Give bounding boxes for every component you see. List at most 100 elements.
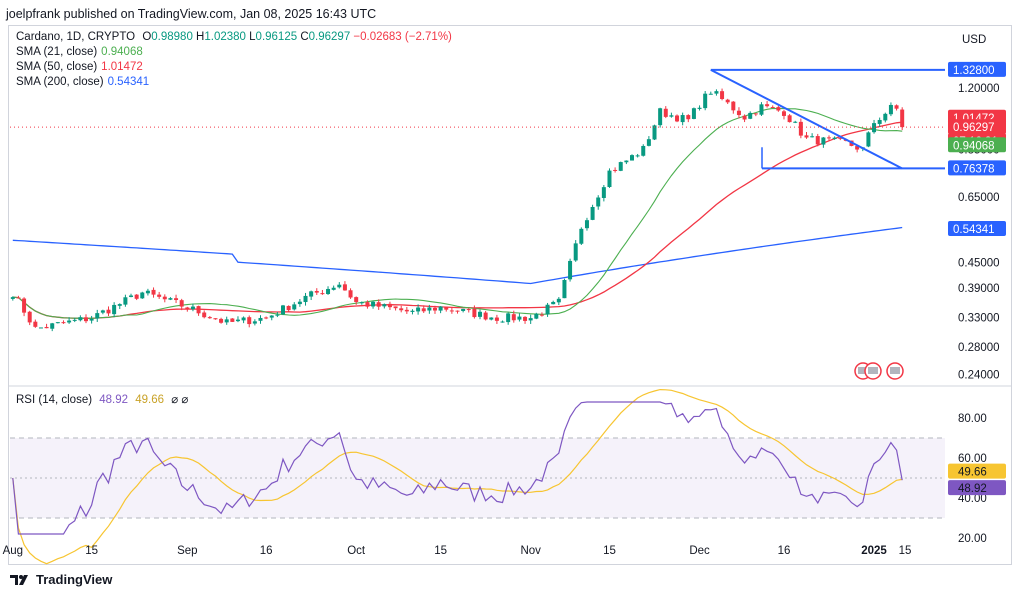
candle-down (753, 113, 758, 115)
candle-down (776, 107, 781, 111)
candle-down (894, 105, 899, 109)
candle-up (579, 228, 584, 244)
candle-down (444, 306, 449, 310)
candle-down (264, 317, 269, 319)
candle-up (691, 108, 696, 119)
time-tick-label: Oct (347, 545, 366, 557)
candle-up (534, 313, 539, 319)
candle-up (78, 317, 83, 321)
candle-up (123, 297, 128, 305)
candle-down (387, 303, 392, 308)
sma50-line (12, 121, 903, 319)
candle-down (157, 294, 162, 297)
price-tick-label: 0.39000 (958, 283, 1000, 295)
candle-up (528, 318, 533, 321)
candle-down (539, 314, 544, 316)
candle-down (523, 316, 528, 321)
candle-down (44, 326, 49, 329)
candle-down (33, 321, 38, 327)
candle-up (478, 311, 483, 317)
price-tick-label: 0.24000 (958, 369, 1000, 381)
candle-up (235, 319, 240, 322)
candle-up (810, 136, 815, 138)
candle-up (190, 306, 195, 310)
sma50-legend[interactable]: SMA (50, close) 1.01472 (16, 61, 143, 73)
candle-up (545, 304, 550, 315)
rsi-ma-line (12, 388, 903, 565)
candle-up (866, 132, 871, 147)
candle-up (281, 305, 286, 315)
candle-down (511, 314, 516, 321)
candle-up (877, 119, 882, 124)
candle-down (432, 307, 437, 311)
candle-down (731, 101, 736, 111)
tradingview-logo-icon (10, 574, 28, 585)
tradingview-footer: TradingView (10, 572, 112, 587)
rsi-tag-bg (948, 480, 1006, 496)
price-tag-bg (948, 160, 1006, 176)
candle-up (793, 121, 798, 123)
candle-up (703, 93, 708, 109)
candle-down (663, 108, 668, 117)
candle-up (140, 292, 145, 299)
time-tick-label: 15 (434, 545, 447, 557)
candle-down (421, 308, 426, 312)
time-tick-label: Nov (520, 545, 541, 557)
time-tick-label: Dec (689, 545, 710, 557)
candle-down (736, 110, 741, 116)
candle-up (50, 323, 55, 329)
candle-up (292, 304, 297, 310)
candle-up (337, 284, 342, 288)
sma200-line (12, 226, 903, 285)
price-tag-label: 0.96297 (953, 122, 995, 134)
candle-up (680, 115, 685, 123)
candle-down (483, 312, 488, 320)
price-tag-label: 1.32800 (953, 65, 995, 77)
candle-up (427, 307, 432, 311)
candle-up (331, 287, 336, 290)
candle-down (196, 306, 201, 314)
candle-down (320, 293, 325, 295)
candle-down (202, 312, 207, 318)
candle-up (646, 139, 651, 146)
candle-down (472, 308, 477, 318)
candle-up (72, 319, 77, 321)
candle-down (686, 115, 691, 120)
candle-up (714, 91, 719, 94)
candle-up (601, 187, 606, 198)
time-tick-label: Sep (177, 545, 197, 557)
price-tag-bg (948, 220, 1006, 236)
price-tick-label: 0.65000 (958, 192, 1000, 204)
candle-down (466, 309, 471, 311)
candle-down (827, 137, 832, 139)
candle-down (393, 306, 398, 309)
candle-up (371, 301, 376, 307)
candle-up (382, 304, 387, 307)
candle-up (89, 318, 94, 321)
price-tag-bg (948, 137, 1006, 153)
sma21-legend[interactable]: SMA (21, close) 0.94068 (16, 46, 143, 58)
candle-down (27, 311, 32, 323)
candle-up (410, 310, 415, 312)
candle-up (872, 123, 877, 133)
time-tick-label: 15 (85, 545, 98, 557)
candle-up (416, 307, 421, 312)
symbol-title[interactable]: Cardano, 1D, CRYPTO (16, 31, 136, 43)
candle-up (129, 295, 134, 297)
rsi-legend[interactable]: RSI (14, close) 48.92 49.66 ⌀ ⌀ (16, 394, 189, 406)
candle-up (67, 320, 72, 323)
candle-up (652, 125, 657, 140)
candle-down (455, 310, 460, 312)
sma200-legend[interactable]: SMA (200, close) 0.54341 (16, 76, 150, 88)
candle-down (151, 289, 156, 295)
candle-down (376, 302, 381, 307)
time-tick-label: 16 (260, 545, 273, 557)
time-tick-label: 15 (899, 545, 912, 557)
price-tick-label: 0.28000 (958, 342, 1000, 354)
candle-up (883, 113, 888, 121)
time-tick-label: Aug (3, 545, 23, 557)
candle-up (461, 308, 466, 311)
candle-down (207, 317, 212, 319)
candle-up (489, 317, 494, 320)
